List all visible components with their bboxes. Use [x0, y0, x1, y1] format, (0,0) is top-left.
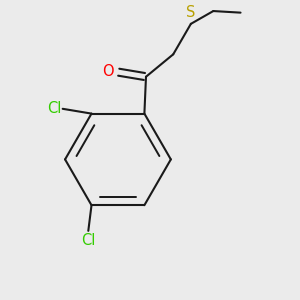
Text: O: O [102, 64, 113, 79]
Text: S: S [185, 5, 195, 20]
Text: Cl: Cl [81, 233, 95, 248]
Text: Cl: Cl [47, 101, 61, 116]
